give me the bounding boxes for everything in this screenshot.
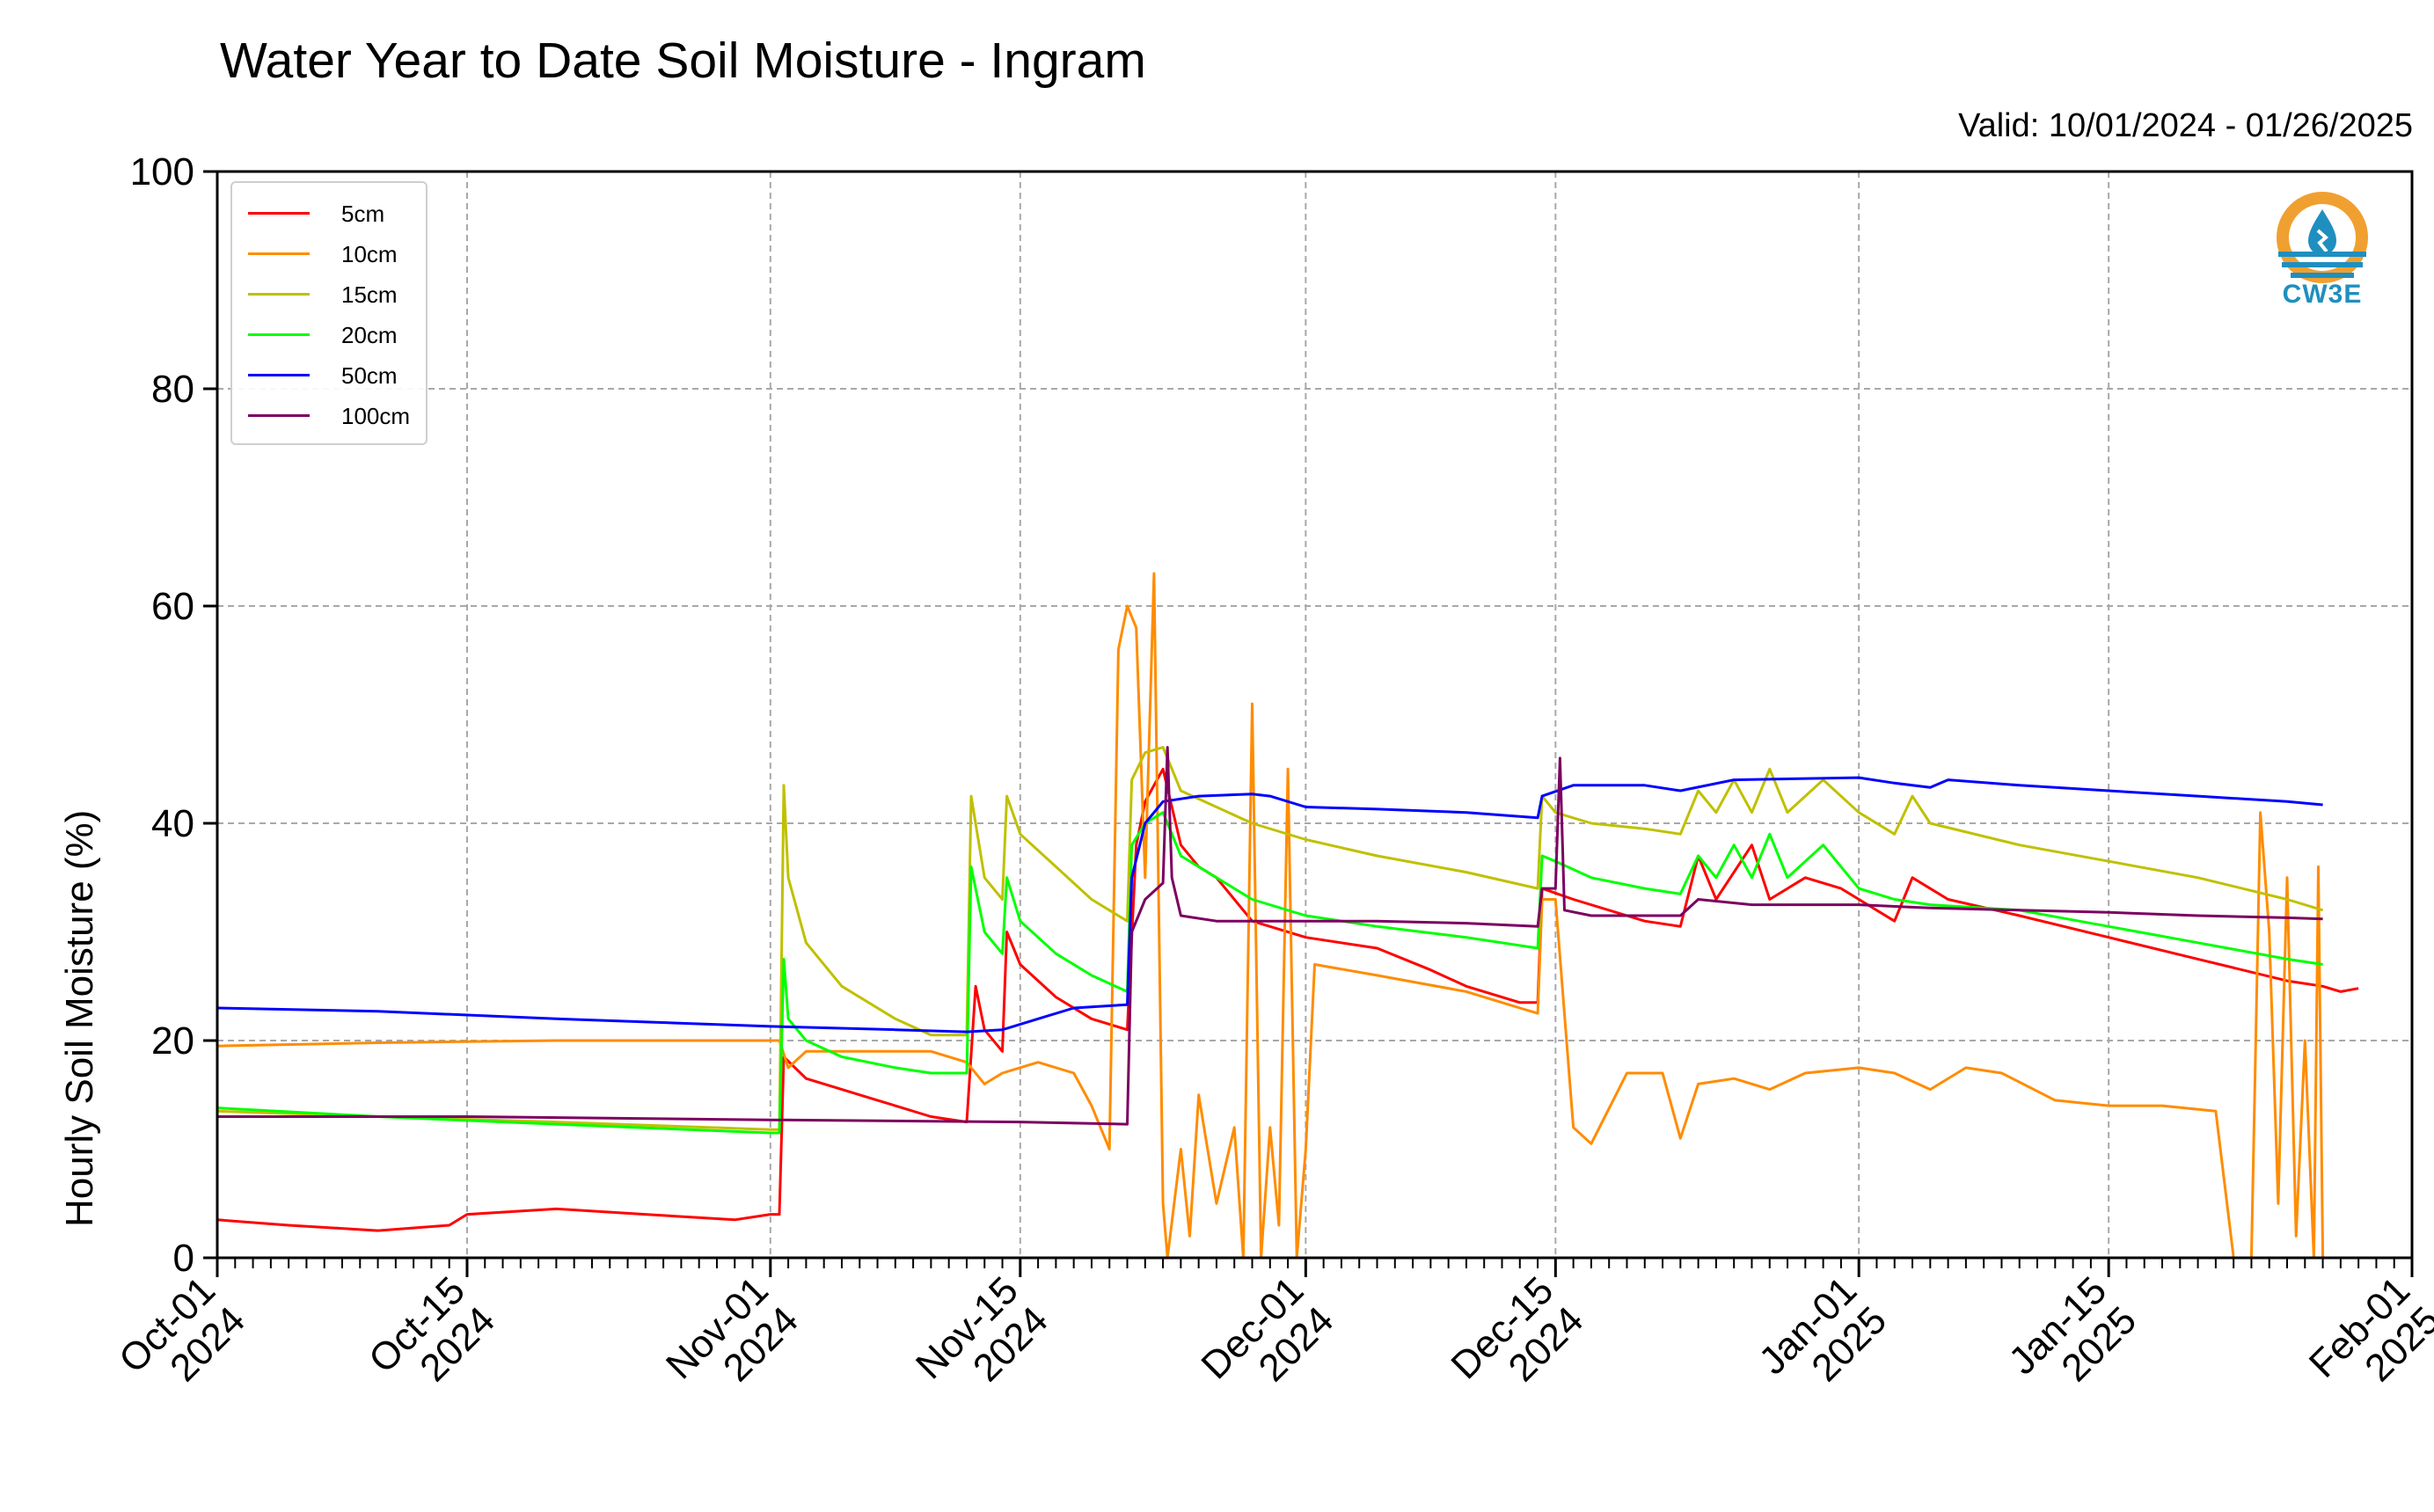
legend-label: 50cm xyxy=(341,362,398,389)
chart-legend: 5cm 10cm 15cm 20cm 50cm 100cm xyxy=(230,181,428,445)
legend-label: 20cm xyxy=(341,322,398,348)
chart-title: Water Year to Date Soil Moisture - Ingra… xyxy=(220,33,1146,89)
legend-label: 10cm xyxy=(341,241,398,267)
legend-item: 20cm xyxy=(248,317,424,352)
legend-swatch xyxy=(248,374,310,376)
series-line-10cm xyxy=(216,572,2325,1260)
legend-swatch xyxy=(248,293,310,296)
legend-swatch xyxy=(248,212,310,215)
x-tick-label: Dec-012024 xyxy=(1193,1268,1341,1417)
legend-item: 5cm xyxy=(248,195,424,230)
legend-item: 100cm xyxy=(248,398,424,433)
legend-swatch xyxy=(248,252,310,255)
y-tick-label: 60 xyxy=(151,585,194,628)
x-tick-label: Jan-012025 xyxy=(1751,1268,1895,1413)
legend-item: 15cm xyxy=(248,276,424,311)
x-tick-label: Feb-012025 xyxy=(2301,1268,2434,1415)
x-tick-label: Oct-012024 xyxy=(111,1268,253,1411)
cw3e-logo-text: CW3E xyxy=(2282,280,2363,309)
x-tick-label: Nov-152024 xyxy=(908,1268,1056,1417)
y-tick-label: 80 xyxy=(151,368,194,411)
legend-item: 10cm xyxy=(248,236,424,271)
x-tick-label: Jan-152025 xyxy=(2000,1268,2145,1413)
y-tick-label: 20 xyxy=(151,1019,194,1063)
chart-valid-range: Valid: 10/01/2024 - 01/26/2025 xyxy=(1958,107,2413,144)
legend-item: 50cm xyxy=(248,357,424,392)
plot-frame xyxy=(216,170,2414,1260)
y-tick-label: 0 xyxy=(173,1237,194,1280)
x-tick-label: Oct-152024 xyxy=(361,1268,503,1411)
legend-swatch xyxy=(248,333,310,336)
legend-swatch xyxy=(248,414,310,417)
y-tick-label: 40 xyxy=(151,802,194,845)
cw3e-logo-icon xyxy=(2277,192,2368,283)
x-tick-label: Dec-152024 xyxy=(1443,1268,1591,1417)
legend-label: 15cm xyxy=(341,281,398,308)
series-line-20cm xyxy=(216,811,2323,1135)
series-line-100cm xyxy=(217,746,2323,1126)
legend-label: 5cm xyxy=(341,201,385,227)
series-line-15cm xyxy=(216,746,2324,1131)
series-line-50cm xyxy=(216,776,2323,1034)
y-tick-label: 100 xyxy=(130,150,194,194)
legend-label: 100cm xyxy=(341,403,411,429)
x-tick-label: Nov-012024 xyxy=(658,1268,807,1417)
